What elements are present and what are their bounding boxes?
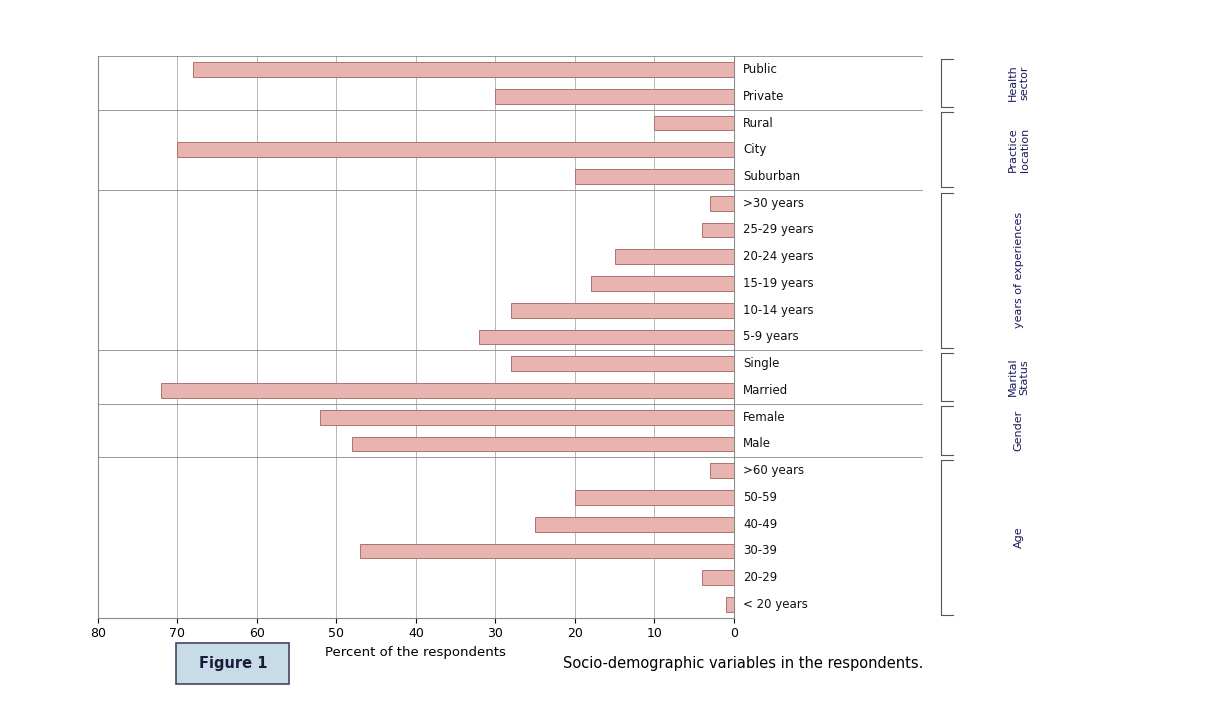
Text: Rural: Rural xyxy=(744,117,774,129)
Bar xyxy=(495,89,734,104)
Text: 20-29: 20-29 xyxy=(744,571,778,584)
Text: Female: Female xyxy=(744,411,786,424)
Bar xyxy=(161,383,734,398)
Text: Private: Private xyxy=(744,90,785,102)
Bar xyxy=(177,143,734,157)
Bar xyxy=(575,490,734,505)
Text: < 20 years: < 20 years xyxy=(744,598,808,611)
Bar xyxy=(575,169,734,184)
Bar xyxy=(702,223,734,237)
Bar xyxy=(320,410,734,425)
Text: >60 years: >60 years xyxy=(744,464,805,477)
Bar xyxy=(536,517,734,531)
Text: Health
sector: Health sector xyxy=(1008,65,1030,101)
Text: 40-49: 40-49 xyxy=(744,517,778,531)
Bar xyxy=(702,570,734,585)
Text: 20-24 years: 20-24 years xyxy=(744,250,813,263)
Text: >30 years: >30 years xyxy=(744,197,805,210)
Text: Male: Male xyxy=(744,437,772,451)
Bar xyxy=(654,116,734,131)
FancyBboxPatch shape xyxy=(176,643,289,684)
Bar xyxy=(511,357,734,371)
Bar xyxy=(352,437,734,451)
Text: 25-29 years: 25-29 years xyxy=(744,223,813,237)
Text: Age: Age xyxy=(1014,526,1024,548)
Text: Gender: Gender xyxy=(1014,410,1024,451)
Text: City: City xyxy=(744,143,767,157)
Bar xyxy=(193,62,734,77)
Text: Married: Married xyxy=(744,384,789,397)
Text: Public: Public xyxy=(744,63,778,76)
Text: Suburban: Suburban xyxy=(744,170,800,183)
Text: years of experiences: years of experiences xyxy=(1014,212,1024,328)
Bar xyxy=(479,330,734,344)
Bar xyxy=(511,303,734,317)
Text: 15-19 years: 15-19 years xyxy=(744,277,813,290)
Bar xyxy=(360,543,734,558)
Text: Figure 1: Figure 1 xyxy=(198,656,267,671)
Text: 10-14 years: 10-14 years xyxy=(744,304,813,317)
Bar xyxy=(709,463,734,478)
Text: Socio-demographic variables in the respondents.: Socio-demographic variables in the respo… xyxy=(563,656,923,671)
Text: Practice
location: Practice location xyxy=(1008,128,1030,172)
Bar xyxy=(709,196,734,211)
Text: 5-9 years: 5-9 years xyxy=(744,331,799,343)
Text: 50-59: 50-59 xyxy=(744,491,778,504)
Bar xyxy=(615,249,734,264)
Bar xyxy=(591,276,734,291)
X-axis label: Percent of the respondents: Percent of the respondents xyxy=(325,646,506,659)
Text: 30-39: 30-39 xyxy=(744,545,778,557)
Bar xyxy=(726,597,734,611)
Text: Single: Single xyxy=(744,357,779,370)
Text: Marital
Status: Marital Status xyxy=(1008,358,1030,397)
